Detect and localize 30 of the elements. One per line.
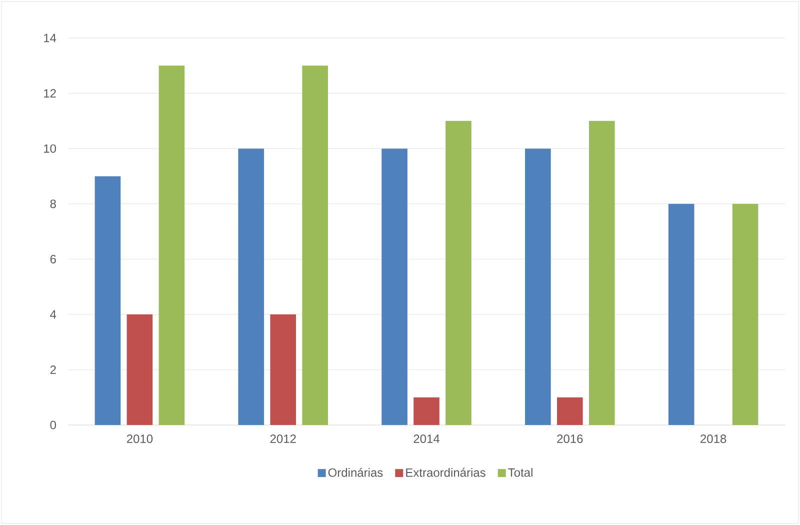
bar [525, 148, 551, 425]
bar [302, 66, 328, 425]
x-tick-label: 2016 [557, 434, 583, 444]
y-tick-label: 6 [50, 254, 56, 264]
y-tick-label: 2 [50, 366, 56, 374]
bar [382, 148, 408, 425]
y-tick-label: 8 [50, 200, 56, 208]
bar [270, 314, 296, 425]
x-tick-label: 2010 [126, 434, 153, 444]
x-tick-label: 2012 [270, 434, 296, 444]
bar [238, 148, 264, 425]
x-tick-label: 2014 [414, 434, 440, 444]
legend-label: Total [508, 468, 532, 477]
bar [588, 120, 615, 425]
bar [732, 204, 758, 425]
y-tick-label: 0 [50, 420, 56, 430]
x-tick-label: 2018 [700, 434, 726, 444]
bar [414, 397, 440, 425]
bar [446, 120, 472, 425]
bar [94, 176, 121, 425]
bar [557, 397, 583, 425]
legend-label: Ordinárias [328, 468, 383, 477]
bar [158, 66, 185, 425]
y-tick-label: 10 [44, 144, 56, 153]
y-tick-label: 14 [44, 34, 56, 42]
bar [126, 314, 153, 425]
bar [668, 204, 694, 425]
y-tick-label: 12 [44, 89, 56, 98]
legend-label: Extraordinárias [406, 468, 486, 477]
y-tick-label: 4 [50, 310, 56, 319]
